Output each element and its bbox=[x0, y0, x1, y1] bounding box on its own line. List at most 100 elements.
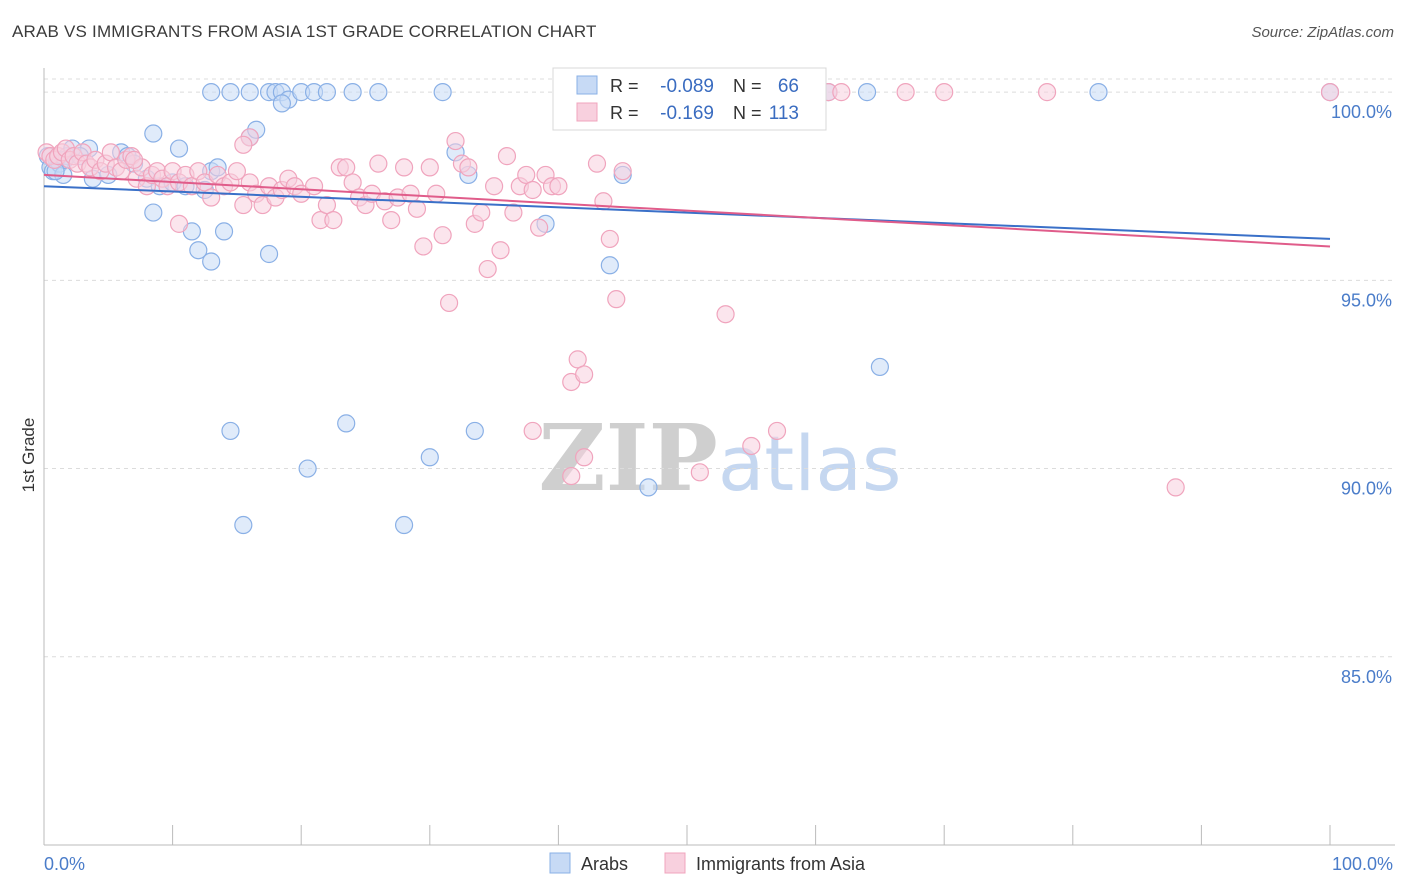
data-point bbox=[407, 199, 427, 218]
data-point bbox=[202, 83, 221, 102]
chart-title: ARAB VS IMMIGRANTS FROM ASIA 1ST GRADE C… bbox=[12, 22, 597, 41]
series-immigrants-from-asia bbox=[37, 83, 1340, 497]
data-point bbox=[549, 177, 568, 196]
legend-frame bbox=[552, 67, 827, 131]
data-point bbox=[189, 241, 208, 260]
data-point bbox=[240, 83, 259, 102]
y-tick-label: 100.0% bbox=[1331, 102, 1392, 122]
data-point bbox=[568, 350, 587, 369]
data-point bbox=[613, 162, 632, 181]
data-point bbox=[101, 143, 120, 162]
watermark-atlas: atlas bbox=[718, 419, 902, 508]
data-point bbox=[304, 177, 324, 196]
bottom-legend-label: Immigrants from Asia bbox=[696, 854, 866, 874]
watermark-zip: ZIP bbox=[538, 404, 717, 512]
data-point bbox=[600, 256, 619, 275]
data-point bbox=[600, 229, 619, 249]
y-tick-label: 90.0% bbox=[1341, 479, 1392, 499]
data-point bbox=[607, 290, 626, 309]
data-point bbox=[1166, 478, 1185, 497]
y-axis-label: 1st Grade bbox=[19, 418, 38, 493]
data-point bbox=[317, 195, 337, 215]
data-point bbox=[530, 218, 549, 237]
data-point bbox=[369, 154, 388, 173]
data-point bbox=[369, 83, 388, 102]
legend-box: R = -0.089 N = 66 R = -0.169 N = 113 bbox=[552, 67, 827, 131]
data-point bbox=[857, 83, 877, 102]
y-tick-label: 85.0% bbox=[1341, 667, 1392, 687]
data-point bbox=[221, 83, 240, 102]
data-point bbox=[414, 237, 433, 256]
data-point bbox=[343, 173, 362, 192]
data-point bbox=[1037, 83, 1057, 102]
data-point bbox=[221, 421, 240, 441]
data-point bbox=[272, 94, 292, 113]
data-point bbox=[144, 203, 163, 222]
bottom-legend-label: Arabs bbox=[581, 854, 628, 874]
legend-r-label: R = bbox=[610, 103, 639, 123]
data-point bbox=[433, 83, 452, 102]
data-point bbox=[324, 211, 343, 230]
data-point bbox=[439, 293, 459, 313]
data-point bbox=[382, 211, 401, 230]
bottom-legend-swatch bbox=[549, 852, 571, 874]
data-point bbox=[497, 147, 517, 166]
data-point bbox=[742, 436, 761, 456]
data-point bbox=[639, 478, 658, 497]
data-point bbox=[337, 158, 356, 177]
data-point bbox=[337, 414, 356, 433]
data-point bbox=[523, 421, 542, 441]
data-point bbox=[1089, 83, 1108, 102]
x-tick-label-max: 100.0% bbox=[1332, 854, 1393, 874]
watermark: ZIPatlas bbox=[538, 404, 901, 512]
legend-r-value: -0.169 bbox=[660, 103, 714, 124]
data-point bbox=[298, 459, 317, 478]
legend-r-label: R = bbox=[610, 76, 639, 96]
data-point bbox=[317, 83, 337, 102]
data-point bbox=[343, 83, 362, 102]
data-point bbox=[523, 180, 542, 200]
legend-r-value: -0.089 bbox=[660, 76, 714, 97]
legend-n-label: N = bbox=[733, 103, 762, 123]
data-point bbox=[767, 421, 787, 441]
data-point bbox=[144, 124, 163, 143]
data-point bbox=[690, 463, 709, 482]
data-point bbox=[472, 203, 491, 222]
data-point bbox=[433, 226, 452, 245]
data-point bbox=[202, 252, 221, 271]
data-point bbox=[485, 177, 504, 196]
data-point bbox=[716, 305, 735, 324]
data-point bbox=[214, 222, 234, 241]
data-point bbox=[517, 165, 536, 185]
data-point bbox=[394, 515, 414, 535]
x-tick-label-min: 0.0% bbox=[44, 854, 85, 874]
legend-n-value: 66 bbox=[778, 76, 799, 97]
legend-n-label: N = bbox=[733, 76, 762, 96]
data-point bbox=[234, 135, 253, 154]
data-point bbox=[896, 83, 915, 102]
y-tick-label: 95.0% bbox=[1341, 290, 1392, 310]
data-point bbox=[1320, 83, 1340, 102]
data-point bbox=[491, 241, 510, 260]
data-point bbox=[935, 83, 954, 102]
legend-swatch bbox=[576, 102, 598, 122]
data-point bbox=[478, 259, 497, 279]
data-point bbox=[394, 158, 414, 177]
data-point bbox=[124, 150, 144, 169]
chart-source: Source: ZipAtlas.com bbox=[1251, 24, 1394, 41]
data-point bbox=[587, 154, 607, 173]
data-point bbox=[465, 421, 484, 441]
data-point bbox=[401, 184, 420, 203]
data-point bbox=[504, 203, 523, 222]
data-point bbox=[562, 466, 581, 486]
data-point bbox=[575, 365, 594, 384]
data-point bbox=[459, 158, 478, 177]
data-point bbox=[259, 244, 279, 264]
legend-swatch bbox=[576, 75, 598, 95]
data-point bbox=[234, 195, 253, 215]
trend-line-immigrants-from-asia bbox=[43, 173, 1331, 248]
data-point bbox=[446, 131, 465, 151]
data-point bbox=[427, 184, 446, 203]
data-point bbox=[234, 515, 253, 535]
